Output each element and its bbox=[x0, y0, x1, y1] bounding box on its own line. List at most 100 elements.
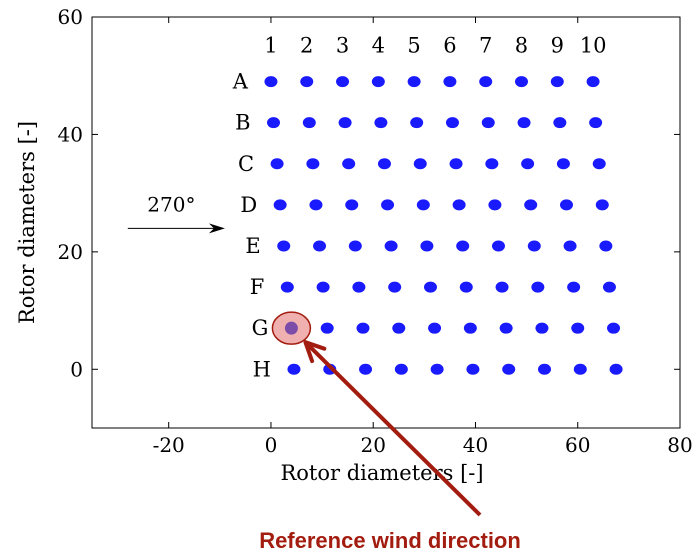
column-label: 9 bbox=[551, 34, 564, 58]
x-tick-label: 20 bbox=[360, 433, 385, 457]
y-tick-label: 20 bbox=[58, 240, 83, 264]
turbine-point bbox=[463, 322, 477, 334]
turbine-point bbox=[599, 240, 613, 252]
row-label: H bbox=[253, 357, 271, 381]
column-label: 8 bbox=[515, 34, 528, 58]
reference-turbine-marker bbox=[284, 321, 298, 335]
turbine-point bbox=[280, 281, 294, 293]
turbine-point bbox=[609, 363, 623, 375]
turbine-point bbox=[573, 363, 587, 375]
wind-angle-label: 270° bbox=[147, 192, 195, 216]
row-label: E bbox=[245, 234, 260, 258]
turbine-point bbox=[320, 322, 334, 334]
turbine-point bbox=[514, 76, 528, 88]
turbine-point bbox=[607, 322, 621, 334]
row-label: C bbox=[238, 152, 254, 176]
turbine-point bbox=[306, 158, 320, 170]
turbine-point bbox=[443, 76, 457, 88]
turbine-point bbox=[524, 199, 538, 211]
turbine-point bbox=[313, 240, 327, 252]
column-label: 4 bbox=[372, 34, 385, 58]
turbine-point bbox=[571, 322, 585, 334]
turbine-point bbox=[267, 117, 281, 129]
axis-ticks bbox=[92, 16, 681, 428]
turbine-point bbox=[452, 199, 466, 211]
x-tick-label: 40 bbox=[463, 433, 488, 457]
turbine-point bbox=[445, 117, 459, 129]
turbine-point bbox=[359, 363, 373, 375]
turbine-point bbox=[550, 76, 564, 88]
turbine-point bbox=[521, 158, 535, 170]
turbine-point bbox=[428, 322, 442, 334]
turbine-point bbox=[407, 76, 421, 88]
turbine-point bbox=[352, 281, 366, 293]
turbine-point bbox=[592, 158, 606, 170]
turbine-point bbox=[586, 76, 600, 88]
wind-direction-indicator: 270° bbox=[127, 192, 225, 234]
turbine-point bbox=[479, 76, 493, 88]
turbine-point bbox=[481, 117, 495, 129]
turbine-point bbox=[589, 117, 603, 129]
wind-arrow-head bbox=[208, 223, 225, 234]
turbine-point bbox=[602, 281, 616, 293]
y-tick-label: 0 bbox=[70, 357, 83, 381]
turbine-point bbox=[394, 363, 408, 375]
column-label: 1 bbox=[264, 34, 277, 58]
column-label: 7 bbox=[479, 34, 492, 58]
turbine-point bbox=[502, 363, 516, 375]
x-tick-label: 60 bbox=[565, 433, 590, 457]
turbine-point bbox=[527, 240, 541, 252]
turbine-point bbox=[456, 240, 470, 252]
turbine-point bbox=[392, 322, 406, 334]
row-label: A bbox=[232, 70, 249, 94]
x-axis-label: Rotor diameters [-] bbox=[280, 461, 483, 485]
turbine-point bbox=[485, 158, 499, 170]
row-label: F bbox=[250, 275, 265, 299]
turbine-point bbox=[420, 240, 434, 252]
turbine-point bbox=[449, 158, 463, 170]
turbine-point bbox=[488, 199, 502, 211]
turbine-point bbox=[466, 363, 480, 375]
turbine-point bbox=[309, 199, 323, 211]
turbine-point bbox=[556, 158, 570, 170]
row-label: G bbox=[252, 316, 269, 340]
turbine-point bbox=[381, 199, 395, 211]
column-label: 5 bbox=[407, 34, 420, 58]
x-tick-label: 80 bbox=[667, 433, 692, 457]
turbine-point bbox=[531, 281, 545, 293]
turbine-point bbox=[342, 158, 356, 170]
turbine-point bbox=[563, 240, 577, 252]
column-label: 2 bbox=[300, 34, 313, 58]
turbine-points bbox=[264, 76, 623, 375]
y-axis-label: Rotor diameters [-] bbox=[15, 121, 39, 324]
turbine-point bbox=[277, 240, 291, 252]
turbine-point bbox=[459, 281, 473, 293]
turbine-point bbox=[377, 158, 391, 170]
turbine-point bbox=[517, 117, 531, 129]
reference-arrow-line bbox=[307, 343, 482, 517]
turbine-point bbox=[495, 281, 509, 293]
x-tick-label: -20 bbox=[153, 433, 185, 457]
turbine-point bbox=[356, 322, 370, 334]
turbine-point bbox=[567, 281, 581, 293]
turbine-point bbox=[371, 76, 385, 88]
y-tick-label: 40 bbox=[58, 122, 83, 146]
turbine-point bbox=[384, 240, 398, 252]
turbine-point bbox=[538, 363, 552, 375]
turbine-point bbox=[345, 199, 359, 211]
turbine-point bbox=[336, 76, 350, 88]
x-tick-label: 0 bbox=[265, 433, 278, 457]
column-labels: 1 2 3 4 5 6 7 8 9 10 bbox=[264, 34, 606, 58]
reference-arrow-head bbox=[303, 340, 327, 364]
turbine-point bbox=[559, 199, 573, 211]
turbine-point bbox=[338, 117, 352, 129]
turbine-point bbox=[388, 281, 402, 293]
row-label: B bbox=[235, 111, 250, 135]
turbine-point bbox=[423, 281, 437, 293]
turbine-point bbox=[413, 158, 427, 170]
reference-arrow bbox=[303, 340, 482, 517]
turbine-point bbox=[287, 363, 301, 375]
turbine-point bbox=[595, 199, 609, 211]
